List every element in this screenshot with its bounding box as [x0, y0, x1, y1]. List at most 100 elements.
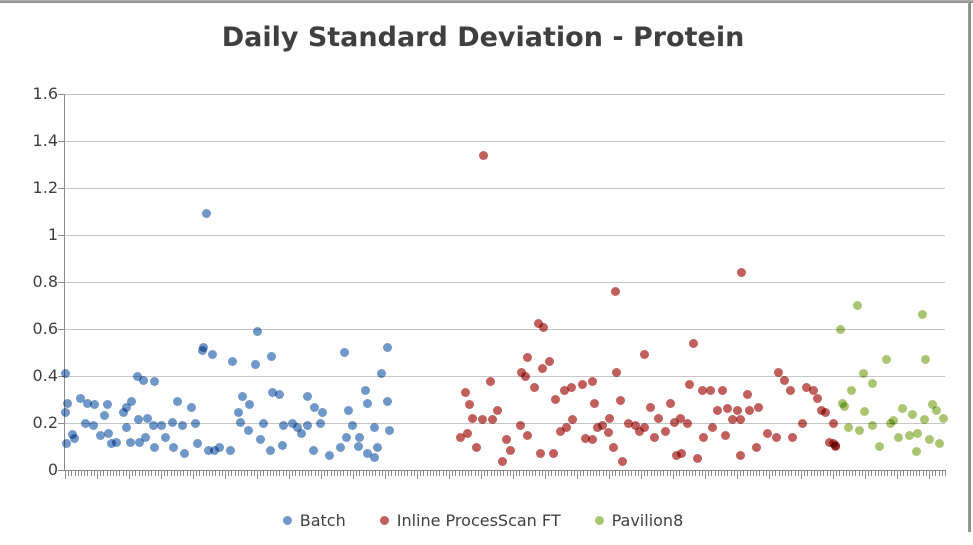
- x-axis-tick: [679, 471, 681, 476]
- data-point-batch: [308, 445, 318, 455]
- x-axis-tick: [148, 471, 150, 476]
- data-point-inline-processcan-ft: [548, 448, 558, 458]
- x-axis-tick: [826, 471, 828, 476]
- data-point-inline-processcan-ft: [555, 427, 565, 437]
- data-point-batch: [343, 405, 353, 415]
- x-axis-tick: [125, 471, 127, 476]
- data-point-inline-processcan-ft: [477, 415, 487, 425]
- x-axis-tick: [455, 471, 457, 476]
- gridline: [65, 329, 945, 330]
- data-point-inline-processcan-ft: [587, 377, 597, 387]
- x-axis-tick: [845, 471, 847, 476]
- y-axis-tick-label: 1.4: [32, 131, 58, 150]
- data-point-batch: [132, 371, 142, 381]
- data-point-batch: [310, 402, 320, 412]
- data-point-inline-processcan-ft: [645, 402, 655, 412]
- x-axis-tick: [794, 471, 796, 476]
- x-axis-tick: [801, 471, 802, 479]
- x-axis-tick: [423, 471, 425, 476]
- data-point-inline-processcan-ft: [462, 428, 472, 438]
- data-point-batch: [255, 435, 265, 445]
- x-axis-tick: [903, 471, 905, 476]
- x-axis-tick: [583, 471, 585, 476]
- x-axis-tick: [535, 471, 537, 476]
- x-axis-tick: [762, 471, 764, 476]
- x-axis-tick: [317, 471, 319, 476]
- data-point-inline-processcan-ft: [670, 417, 680, 427]
- data-point-inline-processcan-ft: [785, 385, 795, 395]
- x-axis-tick: [772, 471, 774, 476]
- data-point-batch: [385, 425, 395, 435]
- data-point-batch: [83, 398, 93, 408]
- x-axis-tick: [577, 471, 578, 479]
- x-axis-tick: [407, 471, 409, 476]
- data-point-pavilion8: [843, 423, 853, 433]
- x-axis-tick: [346, 471, 348, 476]
- x-axis-tick: [109, 471, 111, 476]
- x-axis-tick: [775, 471, 777, 476]
- x-axis-tick: [513, 471, 514, 479]
- data-point-pavilion8: [868, 378, 878, 388]
- x-axis-tick: [362, 471, 364, 476]
- data-point-inline-processcan-ft: [603, 427, 613, 437]
- data-point-pavilion8: [938, 413, 948, 423]
- data-point-batch: [340, 348, 350, 357]
- gridline: [65, 188, 945, 189]
- data-point-inline-processcan-ft: [539, 322, 549, 332]
- data-point-batch: [363, 448, 373, 458]
- x-axis-tick: [570, 471, 572, 476]
- x-axis-tick: [929, 471, 930, 479]
- x-axis-tick: [509, 471, 511, 476]
- x-axis-tick: [909, 471, 911, 476]
- data-point-batch: [355, 432, 365, 442]
- data-point-batch: [267, 351, 277, 361]
- x-axis-tick: [116, 471, 118, 476]
- data-point-batch: [148, 420, 158, 430]
- pavilion8-legend-marker-icon: [594, 515, 604, 525]
- x-axis-tick: [381, 471, 383, 476]
- x-axis-tick: [170, 471, 172, 476]
- x-axis-tick: [641, 471, 642, 479]
- data-point-inline-processcan-ft: [567, 383, 577, 393]
- x-axis-tick: [343, 471, 345, 476]
- x-axis-tick: [817, 471, 818, 476]
- x-axis-tick: [749, 471, 751, 476]
- x-axis-tick: [813, 471, 815, 476]
- data-point-batch: [187, 402, 197, 412]
- data-point-inline-processcan-ft: [653, 413, 663, 423]
- x-axis-tick: [705, 471, 706, 479]
- data-point-pavilion8: [840, 402, 850, 412]
- x-axis-tick: [612, 471, 614, 476]
- data-point-pavilion8: [875, 442, 885, 451]
- data-point-inline-processcan-ft: [560, 385, 570, 395]
- x-axis-tick: [330, 471, 332, 476]
- x-axis-tick: [564, 471, 566, 476]
- x-axis-tick: [442, 471, 444, 476]
- y-axis-tick: [58, 282, 65, 283]
- data-point-inline-processcan-ft: [580, 433, 590, 443]
- x-axis-tick: [151, 471, 153, 476]
- data-point-batch: [193, 438, 203, 448]
- data-point-batch: [342, 432, 352, 442]
- data-point-batch: [178, 420, 188, 430]
- x-axis-tick: [247, 471, 249, 476]
- data-point-inline-processcan-ft: [735, 450, 745, 460]
- data-point-batch: [245, 400, 255, 410]
- data-point-inline-processcan-ft: [587, 435, 597, 445]
- x-axis-tick: [650, 471, 652, 476]
- x-axis-tick: [167, 471, 169, 476]
- data-point-batch: [62, 438, 72, 448]
- data-point-inline-processcan-ft: [455, 432, 465, 442]
- data-point-batch: [100, 410, 110, 420]
- data-point-inline-processcan-ft: [808, 385, 818, 395]
- data-point-batch: [302, 420, 312, 430]
- x-axis-tick: [503, 471, 505, 476]
- data-point-pavilion8: [898, 404, 908, 414]
- x-axis-tick: [647, 471, 649, 476]
- x-axis-tick: [557, 471, 559, 476]
- data-point-inline-processcan-ft: [675, 413, 685, 423]
- x-axis-tick: [244, 471, 246, 476]
- x-axis-tick: [628, 471, 630, 476]
- data-point-inline-processcan-ft: [640, 422, 650, 432]
- x-axis-tick: [714, 471, 716, 476]
